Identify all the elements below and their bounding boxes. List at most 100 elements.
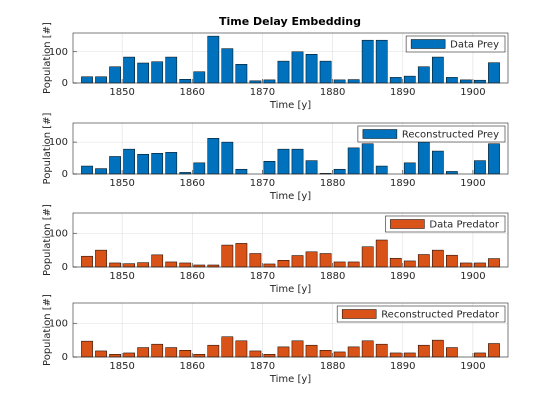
bar <box>305 54 318 84</box>
bar <box>417 344 430 358</box>
bar <box>291 340 304 358</box>
bar <box>151 61 164 84</box>
bar <box>446 347 458 358</box>
bar <box>235 340 248 358</box>
bar <box>95 168 107 175</box>
x-tick-label: 1860 <box>180 271 205 282</box>
bar <box>235 64 248 84</box>
bar <box>95 76 107 84</box>
bar <box>333 168 346 175</box>
bar <box>221 48 234 84</box>
y-tick-label: 0 <box>62 262 68 273</box>
bar <box>347 147 360 175</box>
bar <box>375 39 388 84</box>
x-tick-label: 1860 <box>180 361 205 372</box>
bar <box>109 66 121 84</box>
bar <box>333 351 346 358</box>
bar <box>347 261 360 268</box>
x-tick-label: 1870 <box>250 361 275 372</box>
bar <box>123 148 135 175</box>
legend-swatch <box>341 309 377 319</box>
y-tick-label: 100 <box>49 228 68 239</box>
legend-box <box>336 305 506 323</box>
bar <box>347 346 360 358</box>
bar <box>193 264 206 268</box>
bar <box>109 156 121 175</box>
bar <box>417 254 430 268</box>
bar <box>361 143 374 175</box>
bar <box>375 343 388 358</box>
x-tick-label: 1900 <box>460 87 485 98</box>
bar <box>165 56 178 84</box>
x-tick-label: 1890 <box>390 361 415 372</box>
bar <box>123 56 135 84</box>
bar <box>319 253 332 268</box>
x-axis-label: Time [y] <box>269 191 311 202</box>
bar <box>277 60 290 84</box>
bar <box>488 343 500 358</box>
legend-label: Data Predator <box>429 220 499 231</box>
bar <box>207 264 220 268</box>
bar <box>333 79 346 84</box>
legend: Data Predator <box>385 215 506 233</box>
legend: Reconstructed Prey <box>357 125 506 143</box>
bar <box>137 62 150 84</box>
x-tick-label: 1870 <box>250 178 275 189</box>
bar <box>95 249 107 268</box>
x-axis-label: Time [y] <box>269 100 311 111</box>
bar <box>361 340 374 358</box>
bar <box>193 162 206 175</box>
bar <box>109 262 121 268</box>
bar <box>81 76 93 84</box>
x-tick-label: 1890 <box>390 87 415 98</box>
x-tick-label: 1860 <box>180 87 205 98</box>
bar <box>277 148 290 175</box>
x-axis-label: Time [y] <box>269 284 311 295</box>
x-tick-label: 1900 <box>460 361 485 372</box>
bar <box>403 352 416 358</box>
legend-swatch <box>390 219 425 229</box>
y-tick-label: 0 <box>62 352 68 363</box>
bar <box>207 35 220 84</box>
bar <box>207 138 220 175</box>
bar <box>207 344 220 358</box>
bar <box>291 255 304 268</box>
x-tick-label: 1850 <box>109 271 134 282</box>
bar <box>235 243 248 268</box>
bar <box>249 350 262 358</box>
y-tick-label: 100 <box>49 47 68 58</box>
bar <box>151 254 164 268</box>
bar <box>403 260 416 268</box>
bar <box>249 253 262 268</box>
bar <box>446 254 458 268</box>
axes-box <box>72 212 509 268</box>
bar <box>474 160 486 175</box>
bar <box>375 239 388 268</box>
bar <box>460 262 472 268</box>
bar <box>179 350 192 358</box>
bar <box>263 161 276 175</box>
bar <box>123 263 135 268</box>
bar <box>277 260 290 268</box>
bar <box>375 165 388 175</box>
bar <box>446 77 458 84</box>
bar <box>305 251 318 268</box>
bar <box>137 153 150 175</box>
bar <box>488 258 500 268</box>
legend: Reconstructed Predator <box>336 305 506 323</box>
bar <box>319 350 332 358</box>
bar <box>319 60 332 84</box>
y-tick-label: 0 <box>62 78 68 89</box>
y-tick-label: 0 <box>62 169 68 180</box>
bar <box>446 171 458 175</box>
bar <box>81 340 93 358</box>
x-tick-label: 1870 <box>250 87 275 98</box>
bar <box>277 346 290 358</box>
legend: Data Prey <box>405 35 506 53</box>
legend-label: Reconstructed Prey <box>402 130 499 141</box>
bar <box>403 162 416 175</box>
x-tick-label: 1850 <box>109 178 134 189</box>
bar <box>474 79 486 84</box>
bar <box>389 77 402 84</box>
bar <box>179 79 192 84</box>
